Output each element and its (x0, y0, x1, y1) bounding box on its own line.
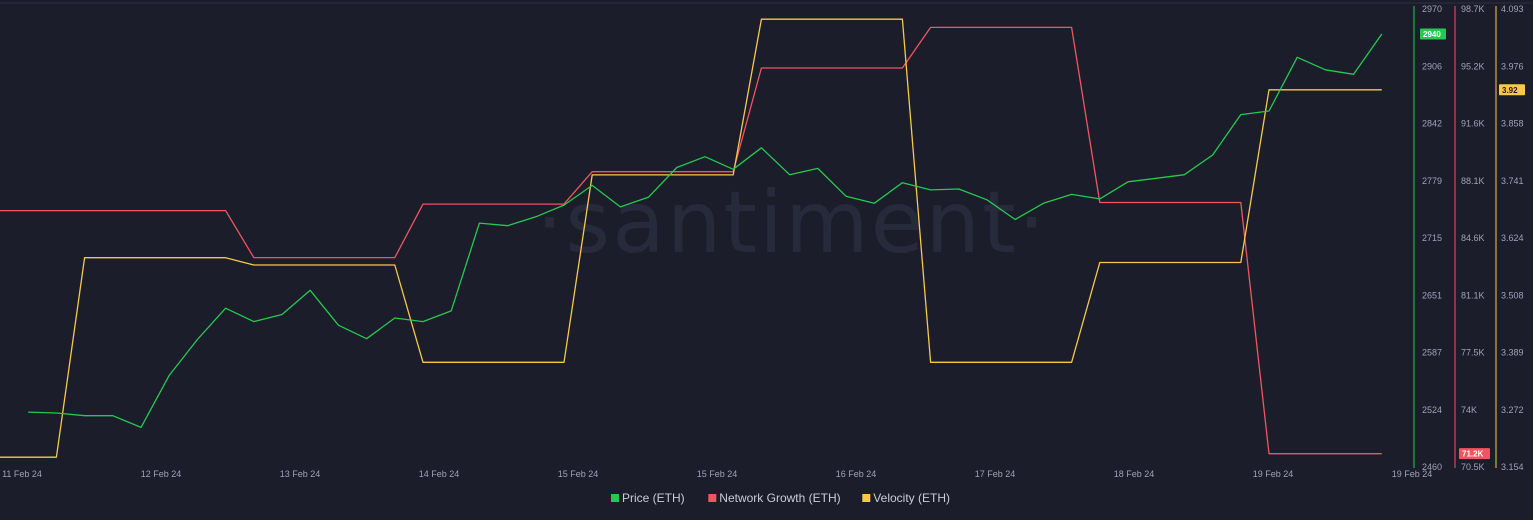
price-axis-tick: 2715 (1422, 233, 1442, 243)
network-axis-tick: 70.5K (1461, 462, 1485, 472)
series-lines (0, 18, 1383, 458)
legend-swatch-network (708, 494, 717, 502)
price-axis-tick: 2779 (1422, 176, 1442, 186)
x-axis-tick: 14 Feb 24 (419, 469, 460, 479)
network-current-badge (1459, 448, 1490, 460)
price-axis-tick: 2524 (1422, 405, 1442, 415)
network-axis-tick: 74K (1461, 405, 1477, 415)
series-line-price (28, 33, 1383, 429)
legend-label-price[interactable]: Price (ETH) (622, 491, 685, 505)
axes: 2970 2906 2842 2779 2715 2651 2587 2524 2460 2940… (1413, 4, 1525, 472)
price-axis-tick: 2906 (1422, 61, 1442, 71)
x-axis-tick: 19 Feb 24 (1392, 469, 1433, 479)
x-axis-tick: 19 Feb 24 (1253, 469, 1294, 479)
velocity-axis-tick: 3.976 (1501, 61, 1524, 71)
series-line-network (0, 26, 1382, 455)
network-axis-tick: 98.7K (1461, 4, 1485, 14)
velocity-axis-tick: 3.858 (1501, 119, 1524, 129)
price-axis-tick: 2460 (1422, 462, 1442, 472)
velocity-axis-tick: 4.093 (1501, 4, 1524, 14)
x-axis-tick: 12 Feb 24 (141, 469, 182, 479)
x-axis-tick: 18 Feb 24 (1114, 469, 1155, 479)
price-current-value: 2940 (1423, 30, 1441, 39)
legend: Price (ETH) Network Growth (ETH) Velocity … (611, 491, 950, 505)
velocity-axis-tick: 3.508 (1501, 290, 1524, 300)
velocity-axis-tick: 3.741 (1501, 176, 1524, 186)
price-axis-tick: 2651 (1422, 290, 1442, 300)
network-axis-tick: 81.1K (1461, 290, 1485, 300)
x-axis-ticks: 11 Feb 24 12 Feb 24 13 Feb 24 14 Feb 24 15 F… (2, 469, 1432, 479)
velocity-current-badge (1499, 84, 1525, 96)
santiment-watermark: ·santiment· (536, 173, 1047, 273)
network-axis-tick: 91.6K (1461, 119, 1485, 129)
price-axis-tick: 2970 (1422, 4, 1442, 14)
network-axis-tick: 84.6K (1461, 233, 1485, 243)
velocity-axis-tick: 3.389 (1501, 348, 1524, 358)
legend-swatch-velocity (862, 494, 871, 502)
velocity-axis-tick: 3.154 (1501, 462, 1524, 472)
x-axis-tick: 15 Feb 24 (697, 469, 738, 479)
x-axis-tick: 15 Feb 24 (558, 469, 599, 479)
network-axis-tick: 95.2K (1461, 61, 1485, 71)
x-axis-tick: 17 Feb 24 (975, 469, 1016, 479)
series-line-velocity (0, 18, 1382, 458)
velocity-axis-tick: 3.624 (1501, 233, 1524, 243)
velocity-axis-tick: 3.272 (1501, 405, 1524, 415)
network-axis-tick: 77.5K (1461, 348, 1485, 358)
x-axis-tick: 16 Feb 24 (836, 469, 877, 479)
legend-label-velocity[interactable]: Velocity (ETH) (873, 491, 950, 505)
x-axis-tick: 13 Feb 24 (280, 469, 321, 479)
network-axis-tick: 88.1K (1461, 176, 1485, 186)
price-current-badge (1420, 28, 1446, 40)
velocity-current-value: 3.92 (1502, 86, 1518, 95)
price-axis-tick: 2842 (1422, 119, 1442, 129)
network-current-value: 71.2K (1462, 450, 1484, 459)
legend-label-network[interactable]: Network Growth (ETH) (719, 491, 840, 505)
legend-swatch-price (611, 494, 619, 502)
x-axis-tick: 11 Feb 24 (2, 469, 42, 479)
price-axis-tick: 2587 (1422, 348, 1442, 358)
